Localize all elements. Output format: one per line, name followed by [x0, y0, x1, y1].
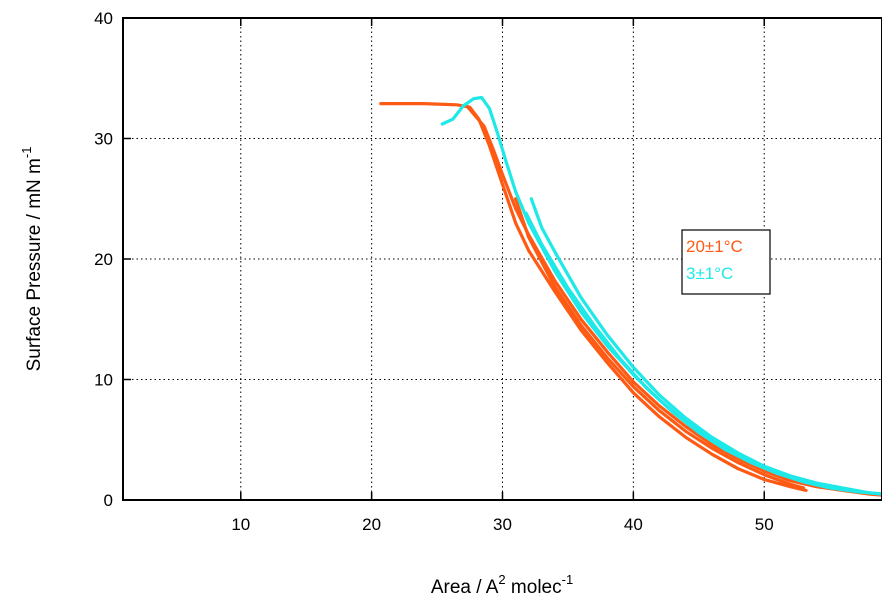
y-axis-label: Surface Pressure / mN m-1 — [19, 147, 45, 372]
series-line — [524, 211, 882, 496]
series-line — [440, 95, 882, 496]
y-axis-label-base: Surface Pressure / mN m — [24, 158, 45, 371]
x-tick-label: 20 — [362, 515, 381, 534]
y-tick-label: 30 — [94, 130, 113, 149]
y-tick-label: 10 — [94, 371, 113, 390]
series-line — [379, 102, 808, 492]
x-axis-label-base: Area / A — [431, 577, 499, 598]
series-cold — [440, 95, 882, 496]
axis-ticks: 10 20 30 40 50 0 10 20 30 40 — [94, 9, 774, 534]
x-tick-label: 10 — [231, 515, 250, 534]
series-warm — [379, 102, 882, 497]
x-axis-label-mid: molec — [506, 577, 562, 598]
x-axis-label-sup2: -1 — [562, 572, 574, 587]
x-tick-label: 50 — [755, 515, 774, 534]
legend-label-cold: 3±1°C — [686, 264, 733, 283]
x-tick-label: 30 — [493, 515, 512, 534]
y-tick-label: 0 — [104, 491, 113, 510]
y-axis-label-sup: -1 — [19, 147, 34, 159]
grid-lines — [123, 18, 882, 500]
series-line — [514, 197, 806, 490]
y-tick-label: 40 — [94, 9, 113, 28]
x-axis-label-sup1: 2 — [498, 572, 505, 587]
plot-series — [379, 95, 882, 497]
y-tick-label: 20 — [94, 250, 113, 269]
x-tick-label: 40 — [624, 515, 643, 534]
legend-box — [681, 229, 771, 295]
series-line — [464, 103, 882, 497]
x-axis-label: Area / A2 molec-1 — [431, 572, 573, 598]
legend: 20±1°C 3±1°C — [681, 229, 771, 295]
legend-label-warm: 20±1°C — [686, 237, 743, 256]
